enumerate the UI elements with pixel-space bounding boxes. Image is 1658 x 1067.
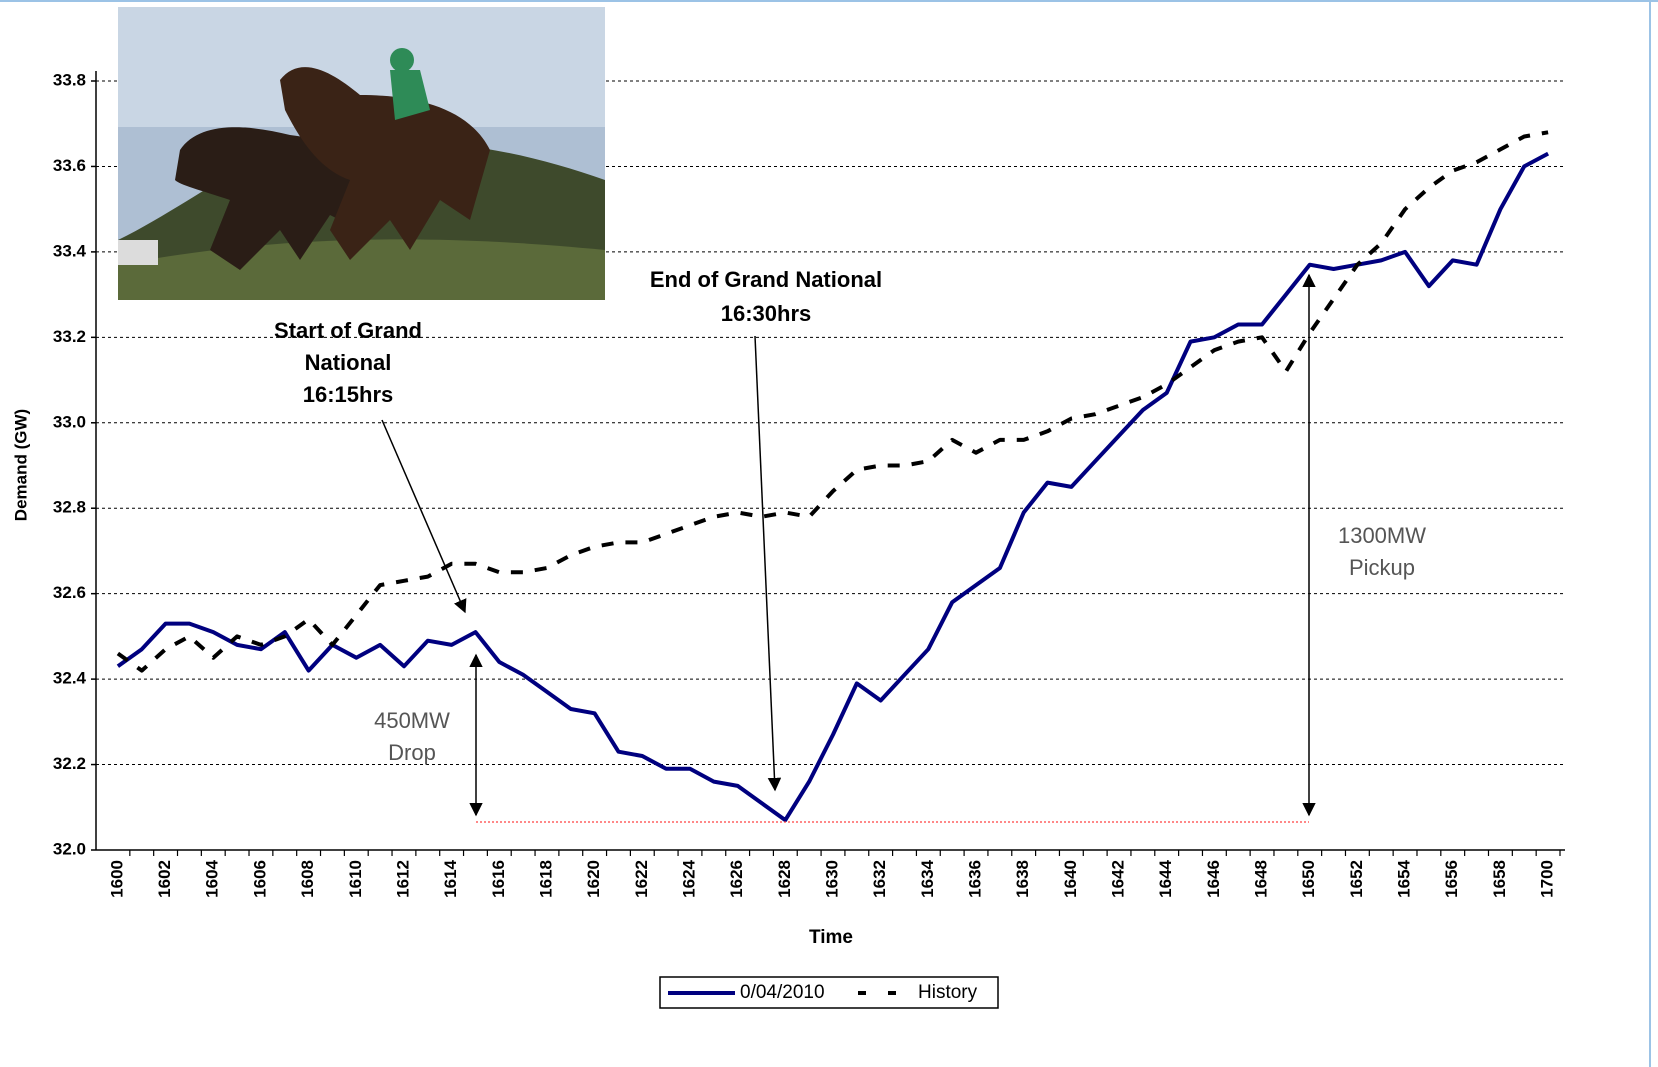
x-tick-label: 1642 xyxy=(1109,860,1128,898)
legend-label: History xyxy=(918,982,978,1003)
y-tick-label: 32.8 xyxy=(53,498,86,517)
x-tick-label: 1644 xyxy=(1156,859,1175,897)
y-tick-label: 32.2 xyxy=(53,754,86,773)
annotation: Pickup xyxy=(1349,555,1415,580)
x-tick-label: 1614 xyxy=(441,859,460,897)
x-tick-label: 1646 xyxy=(1204,860,1223,898)
annotation: National xyxy=(305,350,392,375)
y-tick-label: 32.6 xyxy=(53,583,86,602)
x-tick-label: 1610 xyxy=(346,860,365,898)
x-tick-label: 1652 xyxy=(1347,860,1366,898)
legend: 0/04/2010 History xyxy=(659,976,999,1009)
y-axis-title: Demand (GW) xyxy=(11,409,30,521)
y-tick-label: 32.0 xyxy=(53,839,86,858)
x-tick-label: 1638 xyxy=(1013,860,1032,898)
annotation: Start of Grand xyxy=(274,318,422,343)
x-tick-label: 1634 xyxy=(918,859,937,897)
x-tick-label: 1640 xyxy=(1061,860,1080,898)
annotation-arrow xyxy=(754,335,782,792)
x-tick-label: 1654 xyxy=(1395,859,1414,897)
y-tick-label: 33.8 xyxy=(53,70,86,89)
x-tick-label: 1648 xyxy=(1252,860,1271,898)
x-tick-label: 1626 xyxy=(727,860,746,898)
x-tick-label: 1658 xyxy=(1490,860,1509,898)
series-line xyxy=(116,151,1550,823)
x-tick-label: 1612 xyxy=(393,860,412,898)
legend-label: 0/04/2010 xyxy=(740,982,825,1003)
y-tick-label: 33.4 xyxy=(53,241,87,260)
annotation: 450MW xyxy=(374,708,450,733)
x-tick-label: 1602 xyxy=(155,860,174,898)
plot-area: 32.0 32.2 32.4 32.6 32.8 33.0 33.2 33.4 33.6 33.8… xyxy=(53,70,1565,898)
annotation: 16:30hrs xyxy=(721,301,812,326)
photo xyxy=(118,7,605,300)
x-tick-label: 1604 xyxy=(203,859,222,897)
y-tick-label: 33.0 xyxy=(53,412,86,431)
annotation: End of Grand National xyxy=(650,267,882,292)
x-tick-label: 1628 xyxy=(775,860,794,898)
annotation: 16:15hrs xyxy=(303,382,394,407)
x-tick-label: 1636 xyxy=(966,860,985,898)
x-tick-label: 1600 xyxy=(107,860,126,898)
x-tick-label: 1632 xyxy=(870,860,889,898)
x-axis-title: Time xyxy=(809,927,853,948)
x-tick-label: 1630 xyxy=(822,860,841,898)
annotation: Drop xyxy=(388,740,436,765)
annotation-arrow xyxy=(381,419,467,614)
y-tick-label: 32.4 xyxy=(53,669,87,688)
x-tick-label: 1622 xyxy=(632,860,651,898)
x-tick-label: 1650 xyxy=(1299,860,1318,898)
x-tick-label: 1618 xyxy=(536,860,555,898)
annotation: 1300MW xyxy=(1338,523,1426,548)
y-tick-label: 33.2 xyxy=(53,327,86,346)
x-tick-label: 1624 xyxy=(679,859,698,897)
x-tick-label: 1616 xyxy=(489,860,508,898)
x-tick-label: 1608 xyxy=(298,860,317,898)
x-tick-label: 1606 xyxy=(250,860,269,898)
x-tick-label: 1700 xyxy=(1538,860,1557,898)
y-tick-label: 33.6 xyxy=(53,156,86,175)
x-tick-label: 1656 xyxy=(1442,860,1461,898)
series-line xyxy=(116,130,1549,673)
x-tick-label: 1620 xyxy=(584,860,603,898)
